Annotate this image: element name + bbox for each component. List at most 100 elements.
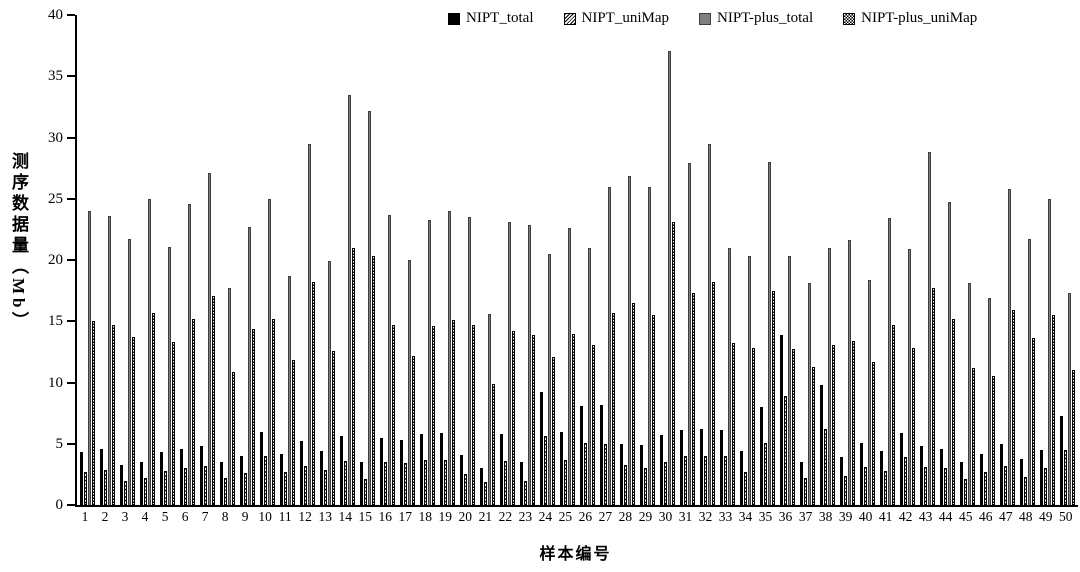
bar-checkerboard <box>1052 315 1056 505</box>
bar-solid-black <box>239 456 243 505</box>
bar-solid-black <box>900 432 904 505</box>
x-tick-label: 36 <box>778 509 793 524</box>
bar-group <box>197 173 217 505</box>
bar-checkerboard <box>611 312 615 505</box>
bar-group <box>337 94 357 505</box>
bar-solid-black <box>1040 449 1044 505</box>
bar-solid-black <box>319 451 323 505</box>
bar-diagonal-hatch <box>343 460 347 505</box>
bar-checkerboard <box>1012 310 1016 505</box>
bar-group <box>157 246 177 505</box>
bar-solid-black <box>79 452 83 505</box>
bar-solid-black <box>720 430 723 505</box>
bar-solid-gray <box>487 313 491 505</box>
x-tick-label: 5 <box>161 509 169 524</box>
bar-checkerboard <box>651 315 655 505</box>
bar-solid-black <box>179 448 183 505</box>
bar-solid-gray <box>567 228 571 505</box>
bar-diagonal-hatch <box>623 464 627 505</box>
bar-diagonal-hatch <box>503 460 507 505</box>
bar-solid-black <box>980 453 984 505</box>
bar-group <box>718 247 738 505</box>
bar-checkerboard <box>231 371 235 505</box>
bar-diagonal-hatch <box>924 467 928 505</box>
bar-diagonal-hatch <box>363 479 367 505</box>
bar-diagonal-hatch <box>123 480 127 505</box>
bar-checkerboard <box>551 356 555 505</box>
x-tick-label: 6 <box>181 509 189 524</box>
bar-solid-black <box>760 407 764 505</box>
bar-checkerboard <box>932 288 936 505</box>
bar-solid-gray <box>808 283 812 505</box>
legend: NIPT_total NIPT_uniMap NIPT-plus_total N… <box>448 10 977 27</box>
bar-solid-black <box>860 442 864 505</box>
bar-solid-gray <box>928 152 932 505</box>
bar-diagonal-hatch <box>583 442 587 505</box>
y-tick-mark <box>67 504 75 506</box>
y-tick-label: 35 <box>48 68 63 85</box>
bar-solid-gray <box>447 211 451 505</box>
x-tick-label: 28 <box>618 509 633 524</box>
bar-solid-gray <box>127 239 131 505</box>
bar-checkerboard <box>171 342 175 505</box>
bar-solid-gray <box>347 94 351 505</box>
bar-checkerboard <box>291 360 295 505</box>
bar-group <box>217 288 237 505</box>
bar-diagonal-hatch <box>163 470 167 505</box>
bar-group <box>1038 198 1058 505</box>
bar-solid-black <box>539 392 543 505</box>
y-tick-mark <box>67 320 75 323</box>
bar-group <box>938 202 958 505</box>
x-tick-label: 11 <box>278 509 292 524</box>
bar-checkerboard <box>732 343 735 505</box>
x-tick-label: 31 <box>678 509 693 524</box>
bar-solid-gray <box>888 218 892 505</box>
bar-checkerboard <box>992 376 996 505</box>
bar-checkerboard <box>271 318 275 505</box>
x-tick-label: 34 <box>738 509 753 524</box>
bar-solid-gray <box>848 240 852 505</box>
legend-item-nipt-unimap: NIPT_uniMap <box>563 10 669 27</box>
bar-diagonal-hatch <box>483 481 487 505</box>
x-tick-label: 15 <box>358 509 372 524</box>
bar-checkerboard <box>671 222 675 505</box>
x-tick-label: 32 <box>698 509 713 524</box>
x-tick-label: 41 <box>878 509 893 524</box>
bar-checkerboard <box>471 324 475 505</box>
bar-checkerboard <box>892 324 896 505</box>
bar-diagonal-hatch <box>1064 449 1068 505</box>
bar-solid-gray <box>267 198 271 505</box>
bar-group <box>297 143 317 505</box>
bar-solid-black <box>399 440 403 505</box>
bar-solid-black <box>139 462 143 505</box>
bar-group <box>257 198 277 505</box>
bar-solid-black <box>99 448 103 505</box>
bar-solid-black <box>419 434 423 505</box>
bar-diagonal-hatch <box>844 475 848 505</box>
bar-solid-gray <box>707 143 711 505</box>
bar-solid-gray <box>327 261 331 505</box>
bar-solid-black <box>1020 458 1024 505</box>
bar-solid-black <box>659 435 663 505</box>
bar-solid-gray <box>287 275 291 505</box>
x-tick-label: 39 <box>838 509 853 524</box>
bar-checkerboard <box>972 367 976 505</box>
y-tick-mark <box>67 197 75 200</box>
legend-label: NIPT_total <box>466 10 534 26</box>
legend-item-nipt-plus-unimap: NIPT-plus_uniMap <box>843 10 977 27</box>
bar-solid-gray <box>307 143 311 505</box>
bar-solid-gray <box>968 283 972 505</box>
bar-diagonal-hatch <box>683 456 687 505</box>
bar-diagonal-hatch <box>283 471 287 505</box>
x-tick-label: 48 <box>1018 509 1033 524</box>
bar-diagonal-hatch <box>463 474 467 505</box>
bar-group <box>657 50 677 505</box>
bar-solid-black <box>339 436 343 505</box>
bar-diagonal-hatch <box>643 468 647 505</box>
bar-group <box>557 228 577 505</box>
bar-solid-black <box>279 453 283 505</box>
bar-diagonal-hatch <box>703 456 707 505</box>
x-tick-label: 18 <box>418 509 433 524</box>
bar-checkerboard <box>211 295 215 505</box>
bar-group <box>818 247 838 505</box>
